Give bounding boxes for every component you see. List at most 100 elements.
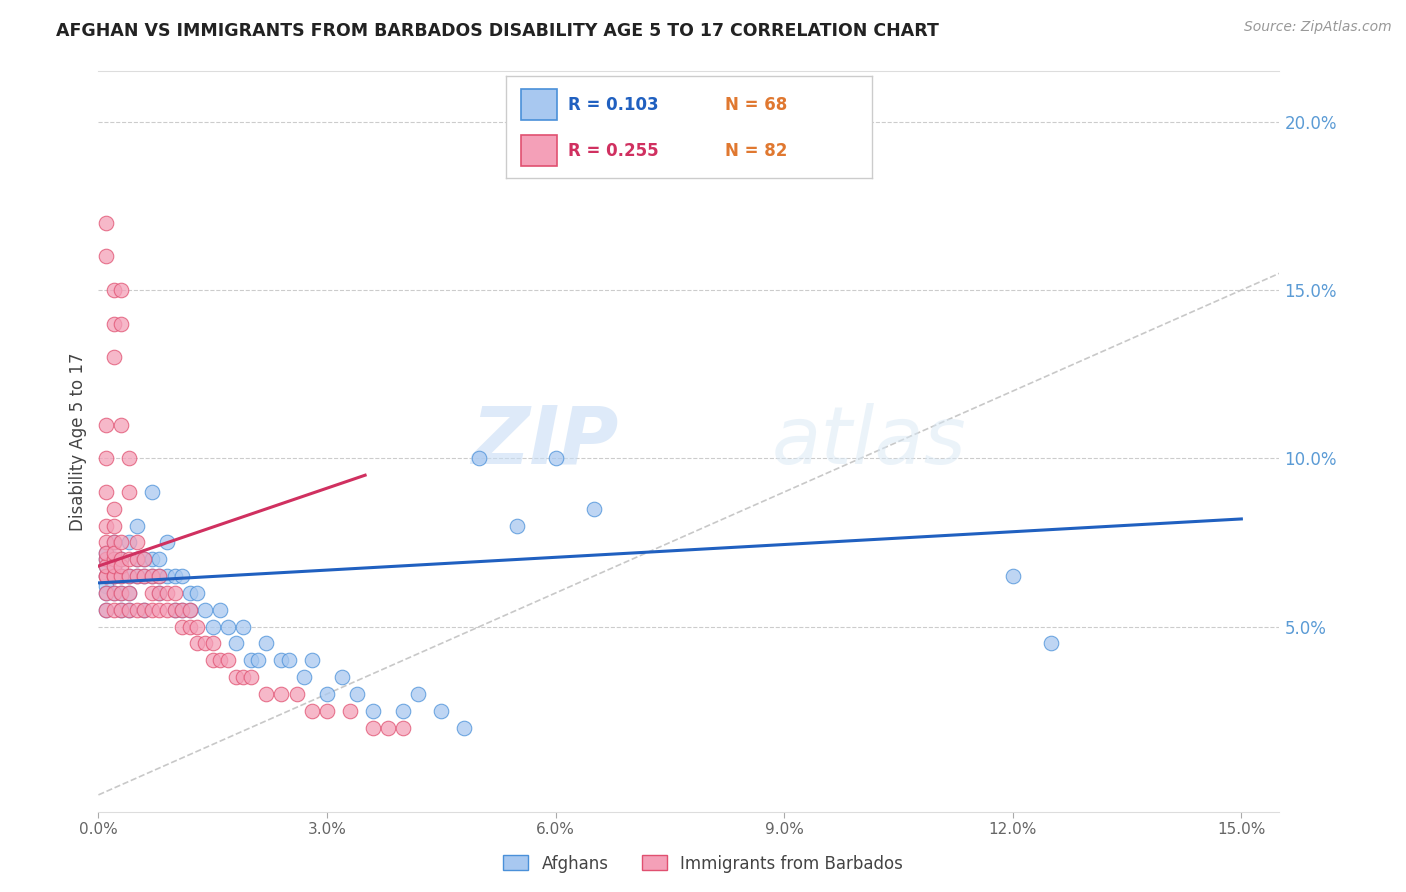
- Point: [103, 283, 125, 297]
- Point: [103, 552, 125, 566]
- Point: [172, 619, 194, 633]
- Text: Source: ZipAtlas.com: Source: ZipAtlas.com: [1244, 20, 1392, 34]
- Point: [94, 518, 117, 533]
- Point: [301, 704, 323, 718]
- Point: [94, 545, 117, 560]
- Point: [134, 569, 156, 583]
- Point: [103, 603, 125, 617]
- Point: [94, 569, 117, 583]
- Point: [292, 670, 315, 684]
- Point: [94, 552, 117, 566]
- Point: [118, 569, 141, 583]
- Point: [110, 552, 132, 566]
- Text: AFGHAN VS IMMIGRANTS FROM BARBADOS DISABILITY AGE 5 TO 17 CORRELATION CHART: AFGHAN VS IMMIGRANTS FROM BARBADOS DISAB…: [56, 22, 939, 40]
- Point: [110, 569, 132, 583]
- Point: [316, 704, 339, 718]
- Point: [163, 569, 186, 583]
- Point: [453, 721, 475, 735]
- Point: [141, 552, 163, 566]
- Point: [118, 586, 141, 600]
- Point: [156, 586, 179, 600]
- Point: [377, 721, 399, 735]
- Point: [582, 501, 605, 516]
- Point: [134, 569, 156, 583]
- Point: [179, 603, 201, 617]
- Point: [148, 569, 170, 583]
- Point: [179, 586, 201, 600]
- Point: [301, 653, 323, 667]
- Text: N = 68: N = 68: [725, 95, 787, 113]
- Y-axis label: Disability Age 5 to 17: Disability Age 5 to 17: [69, 352, 87, 531]
- Point: [94, 451, 117, 466]
- Point: [408, 687, 430, 701]
- Point: [361, 704, 384, 718]
- Point: [148, 569, 170, 583]
- Point: [217, 619, 239, 633]
- Point: [285, 687, 308, 701]
- Point: [186, 636, 208, 650]
- Point: [209, 603, 232, 617]
- Point: [94, 569, 117, 583]
- Point: [156, 603, 179, 617]
- Point: [506, 518, 529, 533]
- Point: [141, 586, 163, 600]
- Point: [110, 586, 132, 600]
- Point: [103, 351, 125, 365]
- Point: [125, 552, 148, 566]
- Point: [110, 603, 132, 617]
- Point: [270, 653, 292, 667]
- Point: [346, 687, 368, 701]
- Point: [94, 417, 117, 432]
- Point: [194, 603, 217, 617]
- Point: [156, 535, 179, 549]
- Point: [110, 417, 132, 432]
- Point: [110, 317, 132, 331]
- Legend: Afghans, Immigrants from Barbados: Afghans, Immigrants from Barbados: [496, 848, 910, 880]
- Point: [118, 552, 141, 566]
- Point: [94, 545, 117, 560]
- Point: [103, 559, 125, 574]
- Point: [118, 535, 141, 549]
- Point: [239, 670, 262, 684]
- Point: [103, 552, 125, 566]
- Point: [103, 586, 125, 600]
- Point: [103, 501, 125, 516]
- Point: [103, 569, 125, 583]
- Point: [125, 569, 148, 583]
- Point: [118, 603, 141, 617]
- Point: [172, 569, 194, 583]
- Point: [141, 603, 163, 617]
- Point: [201, 653, 224, 667]
- Point: [163, 603, 186, 617]
- Point: [94, 586, 117, 600]
- Point: [225, 636, 247, 650]
- Point: [277, 653, 299, 667]
- Text: atlas: atlas: [772, 402, 966, 481]
- Point: [179, 603, 201, 617]
- Point: [156, 569, 179, 583]
- Point: [94, 569, 117, 583]
- Point: [186, 619, 208, 633]
- Point: [125, 518, 148, 533]
- Point: [118, 586, 141, 600]
- Point: [148, 586, 170, 600]
- Point: [103, 535, 125, 549]
- Text: R = 0.103: R = 0.103: [568, 95, 659, 113]
- Point: [148, 552, 170, 566]
- Point: [239, 653, 262, 667]
- Point: [110, 535, 132, 549]
- Point: [134, 552, 156, 566]
- Point: [110, 603, 132, 617]
- Text: R = 0.255: R = 0.255: [568, 142, 659, 160]
- Point: [125, 552, 148, 566]
- Point: [330, 670, 353, 684]
- Point: [94, 559, 117, 574]
- Text: N = 82: N = 82: [725, 142, 787, 160]
- Point: [94, 249, 117, 264]
- Point: [94, 535, 117, 549]
- Point: [194, 636, 217, 650]
- Point: [316, 687, 339, 701]
- Point: [94, 559, 117, 574]
- Point: [134, 552, 156, 566]
- Bar: [520, 89, 557, 120]
